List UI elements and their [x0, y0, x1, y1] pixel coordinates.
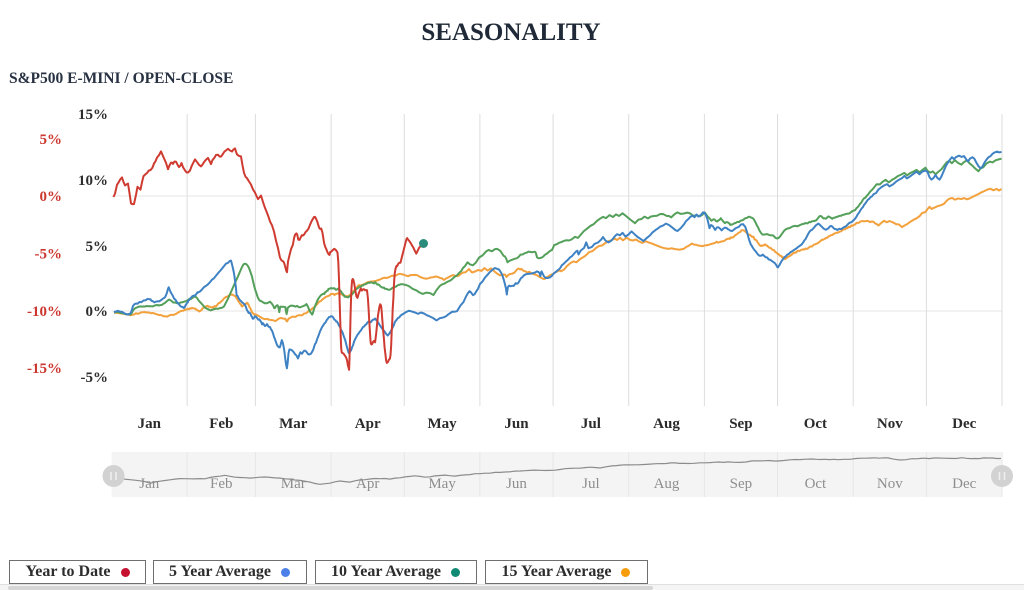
- svg-text:15%: 15%: [78, 107, 108, 123]
- svg-text:Feb: Feb: [209, 416, 233, 432]
- svg-text:0%: 0%: [86, 304, 109, 320]
- svg-text:0%: 0%: [40, 189, 63, 205]
- svg-text:Nov: Nov: [877, 476, 903, 492]
- svg-text:Jul: Jul: [581, 416, 601, 432]
- svg-text:10%: 10%: [78, 173, 108, 189]
- svg-text:-15%: -15%: [27, 361, 62, 377]
- svg-text:Jun: Jun: [504, 416, 529, 432]
- svg-text:-5%: -5%: [81, 370, 109, 386]
- svg-text:Sep: Sep: [730, 476, 753, 492]
- svg-text:Nov: Nov: [877, 416, 903, 432]
- svg-text:Oct: Oct: [804, 416, 827, 432]
- svg-text:Jan: Jan: [138, 416, 162, 432]
- svg-text:Jan: Jan: [139, 476, 159, 492]
- svg-text:May: May: [428, 416, 458, 432]
- svg-text:Oct: Oct: [805, 476, 827, 492]
- svg-text:Dec: Dec: [952, 416, 976, 432]
- svg-text:Aug: Aug: [653, 416, 680, 432]
- svg-text:5%: 5%: [40, 132, 63, 148]
- svg-text:-10%: -10%: [27, 304, 62, 320]
- svg-text:Apr: Apr: [355, 416, 381, 432]
- svg-text:May: May: [428, 476, 456, 492]
- svg-text:Sep: Sep: [729, 416, 752, 432]
- svg-text:Aug: Aug: [654, 476, 680, 492]
- svg-text:-5%: -5%: [35, 247, 63, 263]
- svg-text:Feb: Feb: [210, 476, 233, 492]
- svg-text:Mar: Mar: [279, 416, 308, 432]
- svg-text:Jul: Jul: [582, 476, 600, 492]
- svg-text:5%: 5%: [86, 239, 109, 255]
- svg-text:Jun: Jun: [506, 476, 527, 492]
- svg-text:Dec: Dec: [952, 476, 976, 492]
